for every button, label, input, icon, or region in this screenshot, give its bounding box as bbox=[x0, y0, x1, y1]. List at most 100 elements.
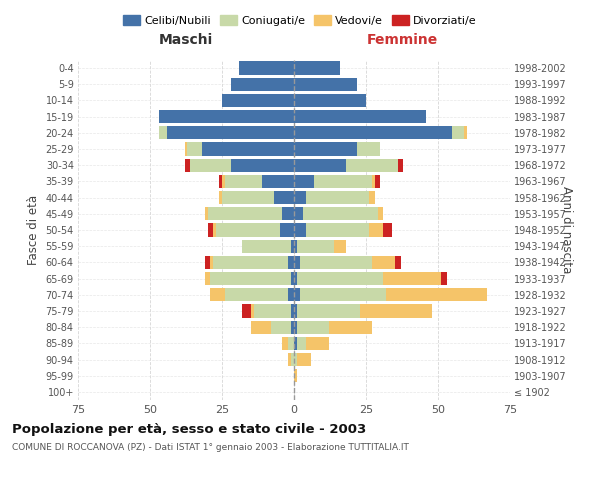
Bar bbox=[329, 320, 372, 334]
Bar bbox=[369, 224, 383, 236]
Bar bbox=[297, 320, 329, 334]
Bar bbox=[294, 94, 366, 107]
Bar bbox=[305, 336, 329, 350]
Bar bbox=[187, 142, 202, 156]
Bar bbox=[360, 304, 432, 318]
Bar bbox=[185, 142, 187, 156]
Bar bbox=[346, 158, 398, 172]
Bar bbox=[294, 191, 305, 204]
Bar bbox=[254, 304, 291, 318]
Bar bbox=[230, 158, 294, 172]
Bar bbox=[262, 175, 294, 188]
Bar bbox=[271, 320, 291, 334]
Bar bbox=[297, 353, 311, 366]
Bar bbox=[291, 353, 294, 366]
Bar bbox=[158, 126, 167, 140]
Bar bbox=[167, 126, 294, 140]
Legend: Celibi/Nubili, Coniugati/e, Vedovi/e, Divorziati/e: Celibi/Nubili, Coniugati/e, Vedovi/e, Di… bbox=[119, 10, 481, 30]
Bar bbox=[211, 288, 225, 302]
Bar bbox=[294, 110, 427, 124]
Bar bbox=[386, 288, 487, 302]
Bar bbox=[294, 304, 297, 318]
Bar bbox=[288, 353, 291, 366]
Bar bbox=[383, 272, 441, 285]
Bar bbox=[219, 191, 222, 204]
Bar bbox=[395, 256, 401, 269]
Bar bbox=[297, 304, 360, 318]
Bar bbox=[452, 126, 464, 140]
Bar bbox=[230, 78, 294, 91]
Y-axis label: Anni di nascita: Anni di nascita bbox=[560, 186, 572, 274]
Bar bbox=[464, 126, 467, 140]
Bar bbox=[288, 336, 294, 350]
Text: Femmine: Femmine bbox=[367, 34, 437, 48]
Bar bbox=[383, 224, 392, 236]
Bar bbox=[214, 256, 288, 269]
Bar bbox=[222, 191, 274, 204]
Bar bbox=[294, 272, 297, 285]
Bar bbox=[225, 175, 262, 188]
Bar bbox=[291, 320, 294, 334]
Bar bbox=[294, 369, 297, 382]
Bar bbox=[314, 175, 372, 188]
Bar bbox=[294, 320, 297, 334]
Bar bbox=[294, 256, 300, 269]
Bar bbox=[280, 224, 294, 236]
Bar bbox=[294, 224, 305, 236]
Bar bbox=[441, 272, 446, 285]
Bar bbox=[297, 336, 305, 350]
Bar bbox=[211, 272, 291, 285]
Bar bbox=[283, 207, 294, 220]
Bar bbox=[211, 256, 214, 269]
Bar bbox=[305, 191, 369, 204]
Bar bbox=[297, 240, 334, 253]
Bar bbox=[300, 288, 386, 302]
Bar bbox=[300, 256, 372, 269]
Bar bbox=[294, 126, 452, 140]
Bar bbox=[158, 110, 294, 124]
Bar bbox=[291, 240, 294, 253]
Text: Popolazione per età, sesso e stato civile - 2003: Popolazione per età, sesso e stato civil… bbox=[12, 422, 366, 436]
Bar bbox=[208, 224, 214, 236]
Bar bbox=[294, 336, 297, 350]
Bar bbox=[294, 207, 302, 220]
Bar bbox=[305, 224, 369, 236]
Bar bbox=[283, 336, 288, 350]
Bar bbox=[205, 207, 208, 220]
Bar bbox=[219, 175, 222, 188]
Bar bbox=[294, 158, 346, 172]
Text: Maschi: Maschi bbox=[159, 34, 213, 48]
Bar bbox=[288, 288, 294, 302]
Bar bbox=[225, 288, 288, 302]
Bar bbox=[294, 240, 297, 253]
Bar bbox=[205, 272, 211, 285]
Bar bbox=[297, 272, 383, 285]
Bar bbox=[372, 256, 395, 269]
Bar bbox=[302, 207, 377, 220]
Bar bbox=[294, 78, 358, 91]
Y-axis label: Fasce di età: Fasce di età bbox=[27, 195, 40, 265]
Bar bbox=[294, 142, 358, 156]
Bar bbox=[372, 175, 374, 188]
Bar bbox=[239, 62, 294, 74]
Bar bbox=[216, 224, 280, 236]
Bar bbox=[251, 304, 254, 318]
Bar bbox=[294, 288, 300, 302]
Bar bbox=[202, 142, 294, 156]
Bar bbox=[242, 304, 251, 318]
Bar bbox=[185, 158, 190, 172]
Bar bbox=[291, 272, 294, 285]
Text: COMUNE DI ROCCANOVA (PZ) - Dati ISTAT 1° gennaio 2003 - Elaborazione TUTTITALIA.: COMUNE DI ROCCANOVA (PZ) - Dati ISTAT 1°… bbox=[12, 442, 409, 452]
Bar bbox=[214, 224, 216, 236]
Bar bbox=[294, 353, 297, 366]
Bar bbox=[205, 256, 211, 269]
Bar bbox=[291, 304, 294, 318]
Bar bbox=[294, 175, 314, 188]
Bar bbox=[334, 240, 346, 253]
Bar bbox=[208, 207, 283, 220]
Bar bbox=[274, 191, 294, 204]
Bar bbox=[294, 62, 340, 74]
Bar bbox=[190, 158, 230, 172]
Bar bbox=[222, 175, 225, 188]
Bar bbox=[369, 191, 374, 204]
